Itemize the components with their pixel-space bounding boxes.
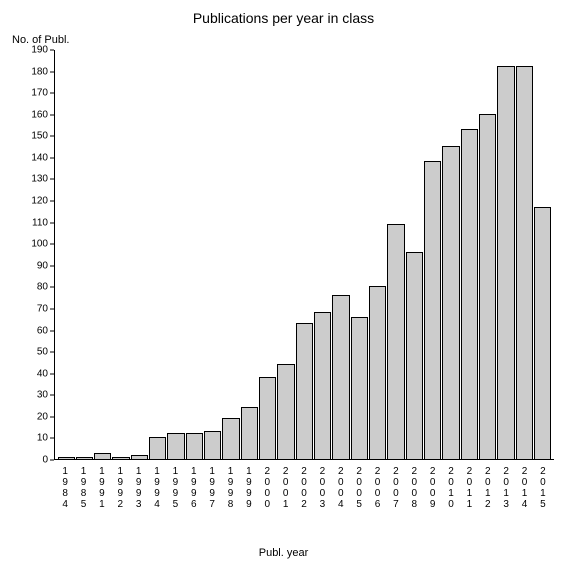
bar: [296, 323, 313, 459]
bar: [149, 437, 166, 459]
x-tick-label: 2006: [368, 462, 386, 510]
bar: [516, 66, 533, 459]
y-tick-label: 160: [8, 109, 48, 120]
x-tick-label: 2014: [515, 462, 533, 510]
x-tick-label: 2008: [405, 462, 423, 510]
x-ticks: 1984198519911992199319941995199619971998…: [54, 462, 554, 510]
y-tick-label: 80: [8, 282, 48, 293]
bar: [222, 418, 239, 459]
y-tick-label: 140: [8, 152, 48, 163]
y-tick-label: 20: [8, 411, 48, 422]
x-tick-label: 1997: [203, 462, 221, 510]
bar: [167, 433, 184, 459]
x-tick-label: 2004: [332, 462, 350, 510]
x-tick-label: 2011: [460, 462, 478, 510]
bar: [259, 377, 276, 459]
x-tick-label: 2015: [534, 462, 552, 510]
y-tick-label: 60: [8, 325, 48, 336]
y-tick-label: 70: [8, 303, 48, 314]
x-tick-label: 2002: [295, 462, 313, 510]
x-tick-label: 2009: [424, 462, 442, 510]
y-tick-label: 0: [8, 455, 48, 466]
y-tick-label: 40: [8, 368, 48, 379]
x-tick-label: 1991: [93, 462, 111, 510]
x-tick-label: 2001: [277, 462, 295, 510]
y-tick-label: 150: [8, 131, 48, 142]
x-tick-label: 2010: [442, 462, 460, 510]
bar: [406, 252, 423, 459]
bar: [112, 457, 129, 459]
x-tick-label: 1999: [240, 462, 258, 510]
bar: [442, 146, 459, 459]
bar: [387, 224, 404, 459]
bar: [131, 455, 148, 459]
bar: [204, 431, 221, 459]
bar: [58, 457, 75, 459]
y-tick-label: 130: [8, 174, 48, 185]
x-tick-label: 1998: [221, 462, 239, 510]
bar: [332, 295, 349, 459]
y-tick-label: 100: [8, 239, 48, 250]
y-tick-label: 110: [8, 217, 48, 228]
bar: [241, 407, 258, 459]
x-tick-label: 1992: [111, 462, 129, 510]
bar: [94, 453, 111, 459]
y-tick-label: 50: [8, 347, 48, 358]
x-tick-label: 1996: [185, 462, 203, 510]
bar: [479, 114, 496, 459]
bar: [277, 364, 294, 459]
x-tick-label: 2005: [350, 462, 368, 510]
chart-title: Publications per year in class: [0, 10, 567, 26]
x-tick-label: 1994: [148, 462, 166, 510]
chart-container: Publications per year in class No. of Pu…: [0, 0, 567, 567]
bar: [369, 286, 386, 459]
y-tick-label: 10: [8, 433, 48, 444]
bar: [76, 457, 93, 459]
x-tick-label: 2007: [387, 462, 405, 510]
bar: [424, 161, 441, 459]
bars-group: [55, 50, 554, 459]
x-tick-label: 2000: [258, 462, 276, 510]
y-tick-label: 30: [8, 390, 48, 401]
y-ticks: 0102030405060708090100110120130140150160…: [0, 50, 54, 460]
x-tick-label: 1984: [56, 462, 74, 510]
x-tick-label: 1993: [130, 462, 148, 510]
plot-area: [54, 50, 554, 460]
y-tick-label: 170: [8, 88, 48, 99]
bar: [314, 312, 331, 459]
x-tick-label: 1995: [166, 462, 184, 510]
x-tick-label: 1985: [74, 462, 92, 510]
bar: [534, 207, 551, 459]
x-tick-label: 2013: [497, 462, 515, 510]
x-tick-label: 2003: [313, 462, 331, 510]
bar: [186, 433, 203, 459]
y-tick-label: 90: [8, 260, 48, 271]
y-tick-label: 120: [8, 196, 48, 207]
x-tick-label: 2012: [479, 462, 497, 510]
bar: [461, 129, 478, 459]
x-axis-label: Publ. year: [0, 547, 567, 559]
y-tick-label: 190: [8, 45, 48, 56]
y-tick-label: 180: [8, 66, 48, 77]
bar: [497, 66, 514, 459]
bar: [351, 317, 368, 459]
